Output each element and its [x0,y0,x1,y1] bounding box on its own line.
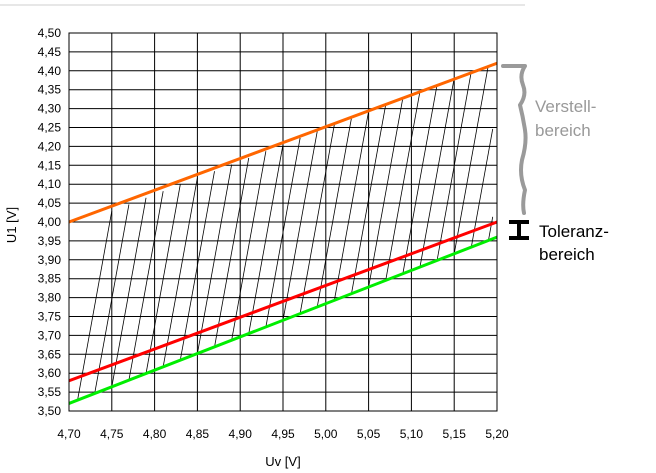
hatch-line [470,128,494,248]
annotation-tolerance-line2: bereich [539,245,595,264]
y-tick-label: 4,15 [38,158,62,172]
x-tick-label: 5,10 [400,427,424,441]
x-axis-label: Uv [V] [265,454,300,469]
y-tick-label: 4,10 [38,177,62,191]
x-tick-label: 4,85 [186,427,210,441]
x-tick-label: 4,90 [229,427,253,441]
x-tick-label: 4,80 [143,427,167,441]
plot-frame [68,32,498,412]
annotation-tolerance-line1: Toleranz- [539,222,609,241]
series-line-2 [68,235,498,405]
hatch-line [488,216,494,241]
x-tick-label: 4,75 [100,427,124,441]
x-tick-label: 4,95 [271,427,295,441]
y-tick-label: 3,50 [38,404,62,418]
y-tick-label: 4,50 [38,26,62,40]
adjustment-range-bracket [501,64,528,215]
y-tick-label: 3,95 [38,234,62,248]
x-tick-label: 5,05 [357,427,381,441]
y-tick-label: 4,20 [38,139,62,153]
y-tick-label: 4,00 [38,215,62,229]
annotation-adjustment-line2: bereich [535,121,591,140]
series-line-1 [68,220,498,383]
hatch-line [316,117,352,308]
x-tick-labels: 4,70 4,75 4,80 4,85 4,90 4,95 5,00 5,05 5,10 5,15… [57,427,509,441]
y-tick-label: 4,40 [38,64,62,78]
y-tick-label: 4,35 [38,83,62,97]
x-tick-label: 5,20 [485,427,509,441]
y-tick-labels: 3,50 3,55 3,60 3,65 3,70 3,75 3,80 3,85 3,90 3,95… [38,26,62,418]
tolerance-range-bracket [509,220,529,240]
y-tick-label: 3,65 [38,347,62,361]
hatch-line [368,98,404,288]
y-axis-label: U1 [V] [4,207,19,243]
y-tick-label: 3,75 [38,310,62,324]
y-tick-label: 4,05 [38,196,62,210]
series-line-0 [68,61,498,224]
y-tick-label: 4,25 [38,121,62,135]
x-tick-label: 5,00 [314,427,338,441]
y-tick-label: 3,90 [38,253,62,267]
hatch-group [77,66,494,401]
y-tick-label: 3,60 [38,366,62,380]
hatch-line [333,111,369,301]
annotation-adjustment-line1: Verstell- [535,97,596,116]
y-tick-label: 4,45 [38,45,62,59]
hatch-line [77,211,113,401]
hatch-line [128,191,164,381]
hatch-line [197,164,233,354]
y-tick-label: 3,55 [38,385,62,399]
hatch-line [214,157,250,347]
y-tick-label: 3,70 [38,328,62,342]
x-tick-label: 4,70 [57,427,81,441]
hatch-line [385,91,421,281]
hatch-line [419,79,455,268]
y-tick-label: 3,85 [38,272,62,286]
y-tick-label: 3,80 [38,291,62,305]
hatch-line [299,124,335,314]
x-tick-label: 5,15 [443,427,467,441]
hatch-line [248,144,284,334]
series-group [68,61,498,405]
y-tick-label: 4,30 [38,102,62,116]
grid-group [68,32,498,412]
hatch-line [231,151,267,341]
hatch-line [111,197,147,387]
hatch-line [402,85,438,274]
hatch-line [282,131,318,321]
hatch-line [453,66,489,254]
